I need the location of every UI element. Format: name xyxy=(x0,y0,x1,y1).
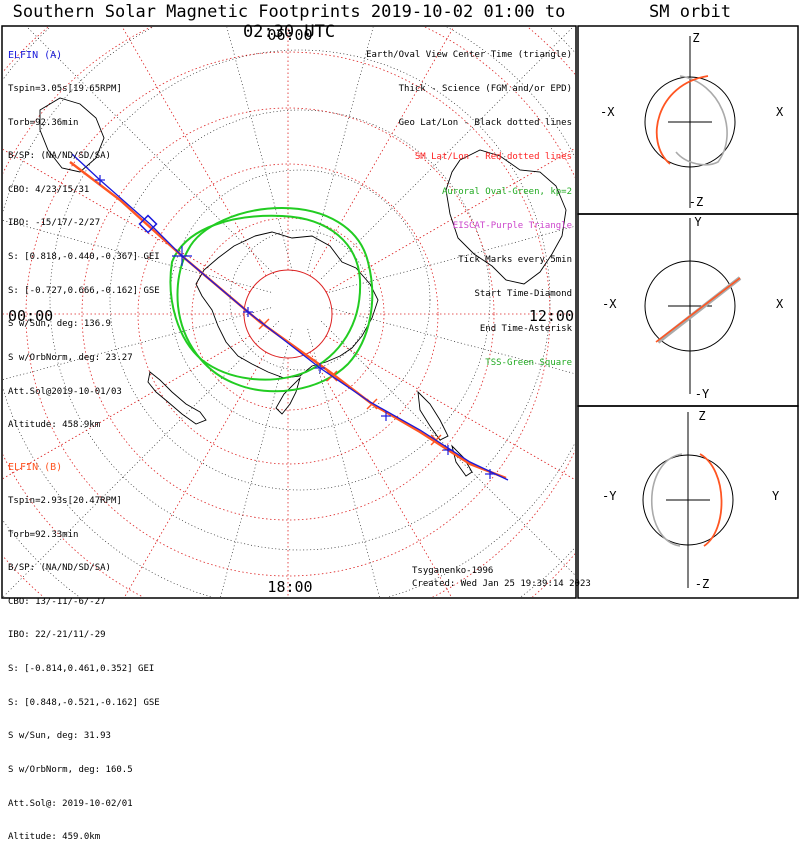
orbit-frame-yz xyxy=(577,405,799,599)
elfin-a-line-7: S w/Sun, deg: 136.9 xyxy=(8,319,111,330)
elfin-b-line-3: CBO: 13/-11/-6/-27 xyxy=(8,596,106,607)
legend-item: Start Time-Diamond xyxy=(474,289,572,300)
model-credit: Tsyganenko-1996 xyxy=(412,566,494,576)
orbit-xz-left: -X xyxy=(600,105,615,119)
mlt-label-bottom: 18:00 xyxy=(267,578,312,596)
orbit-xz-top: Z xyxy=(692,31,699,45)
elfin-a-line-0: Tspin=3.05s[19.65RPM] xyxy=(8,84,122,95)
legend-item: TSS-Green Square xyxy=(485,357,572,368)
geo-grid-lines xyxy=(3,27,575,597)
orbit-xz-right: X xyxy=(776,105,784,119)
orbit-xy-top: Y xyxy=(694,215,702,229)
south-america-outline xyxy=(147,371,207,425)
elfin-b-line-0: Tspin=2.93s[20.47RPM] xyxy=(8,496,122,507)
elfin-b-line-7: S w/Sun, deg: 31.93 xyxy=(8,731,111,742)
elfin-b-line-9: Att.Sol@: 2019-10-02/01 xyxy=(8,798,133,809)
sm-latitude-circle xyxy=(81,107,495,521)
elfin-a-path xyxy=(71,153,509,481)
orbit-xz-bottom: -Z xyxy=(689,195,703,209)
orbit-xy-left: -X xyxy=(602,297,617,311)
sm-longitude-line xyxy=(124,351,267,597)
legend-item: Thick - Science (FGM and/or EPD) xyxy=(398,84,572,95)
orbit-panel-xz: Z -Z -X X xyxy=(600,31,784,209)
orbit-frame-xz xyxy=(577,25,799,215)
elfin-a-line-2: B/SP: (NA/ND/SD/SA) xyxy=(8,151,111,162)
elfin-a-info: ELFIN (A) Tspin=3.05s[19.65RPM] Torb=92.… xyxy=(8,28,160,443)
elfin-a-line-3: CBO: 4/23/15/31 xyxy=(8,184,90,195)
polar-footprint-map: 06:00 00:00 12:00 18:00 Z -Z -X X Y -Y -… xyxy=(1,25,799,599)
geo-latitude-circle xyxy=(229,229,371,371)
mlt-label-left: 00:00 xyxy=(8,307,53,325)
elfin-a-line-10: Altitude: 458.9km xyxy=(8,420,101,431)
sm-longitude-line xyxy=(3,335,251,480)
elfin-b-path xyxy=(69,161,507,480)
map-frame xyxy=(1,25,577,599)
orbit-panel-title: SM orbit xyxy=(649,2,731,22)
geo-longitude-line xyxy=(220,328,293,597)
sm-longitude-line xyxy=(3,148,251,293)
geo-latitude-circle xyxy=(109,109,491,491)
sm-latitude-circle xyxy=(25,51,551,577)
auroral-oval xyxy=(169,206,374,393)
sm-latitude-circle xyxy=(191,217,385,411)
legend-item: EISCAT-Purple Triangle xyxy=(452,220,572,231)
new-zealand-outline xyxy=(417,390,473,477)
elfin-b-tick-mark xyxy=(366,398,378,410)
mlt-label-top: 06:00 xyxy=(267,26,312,44)
orbit-yz-right: Y xyxy=(772,489,780,503)
elfin-b-line-8: S w/OrbNorm, deg: 160.5 xyxy=(8,764,133,775)
legend: Earth/Oval View Center Time (triangle) T… xyxy=(366,27,572,381)
elfin-a-line-9: Att.Sol@2019-10-01/03 xyxy=(8,386,122,397)
created-timestamp: Created: Wed Jan 25 19:39:14 2023 xyxy=(412,579,591,589)
elfin-a-line-4: IBO: -15/17/-2/27 xyxy=(8,218,101,229)
elfin-b-line-5: S: [-0.814,0.461,0.352] GEI xyxy=(8,664,155,675)
orbit-panel-xy: Y -Y -X X xyxy=(602,215,784,401)
sm-latitude-circle xyxy=(137,163,439,465)
antarctica-outline xyxy=(195,231,379,415)
sm-latitude-circle xyxy=(243,269,333,359)
legend-item: Geo Lat/Lon - Black dotted lines xyxy=(398,118,572,129)
orbit-xy-right: X xyxy=(776,297,784,311)
start-diamond-marker xyxy=(138,214,158,234)
elfin-a-line-5: S: [0.818,-0.440,-0.367] GEI xyxy=(8,252,160,263)
africa-outline xyxy=(39,97,105,173)
legend-item: Tick Marks every 5min xyxy=(458,255,572,266)
orbit-xy-bottom: -Y xyxy=(695,387,710,401)
legend-item: End Time-Asterisk xyxy=(479,323,572,334)
elfin-b-line-1: Torb=92.33min xyxy=(8,529,79,540)
legend-item: Earth/Oval View Center Time (triangle) xyxy=(366,49,572,60)
orbit-yz-left: -Y xyxy=(602,489,617,503)
elfin-a-track xyxy=(71,153,509,481)
orbit-panel-yz: Z -Z -Y Y xyxy=(602,409,780,591)
elfin-a-line-1: Torb=92.36min xyxy=(8,117,79,128)
elfin-b-line-4: IBO: 22/-21/11/-29 xyxy=(8,630,106,641)
elfin-b-line-10: Altitude: 459.0km xyxy=(8,832,101,843)
elfin-b-line-2: B/SP: (NA/ND/SD/SA) xyxy=(8,563,111,574)
sm-grid-lines xyxy=(3,27,575,597)
elfin-a-line-8: S w/OrbNorm, deg: 23.27 xyxy=(8,352,133,363)
orbit-yz-top: Z xyxy=(698,409,705,423)
legend-item: SM Lat/Lon - Red dotted lines xyxy=(414,152,572,163)
elfin-b-info: ELFIN (B) Tspin=2.93s[20.47RPM] Torb=92.… xyxy=(8,440,160,855)
orbit-yz-bottom: -Z xyxy=(695,577,709,591)
elfin-b-line-6: S: [0.848,-0.521,-0.162] GSE xyxy=(8,697,160,708)
geo-latitude-circle xyxy=(169,169,431,431)
sm-longitude-line xyxy=(325,147,575,293)
sm-longitude-line xyxy=(325,335,575,481)
legend-item: Auroral Oval-Green, kp=2 xyxy=(441,186,572,197)
elfin-a-line-6: S: [-0.727,0.666,-0.162] GSE xyxy=(8,285,160,296)
geo-latitude-circle xyxy=(49,49,551,551)
elfin-b-name: ELFIN (B) xyxy=(8,462,63,474)
page-title: Southern Solar Magnetic Footprints 2019-… xyxy=(12,2,566,42)
australia-outline xyxy=(445,149,567,285)
elfin-a-name: ELFIN (A) xyxy=(8,50,63,62)
mlt-label-right: 12:00 xyxy=(529,307,574,325)
sm-longitude-line xyxy=(309,351,452,597)
